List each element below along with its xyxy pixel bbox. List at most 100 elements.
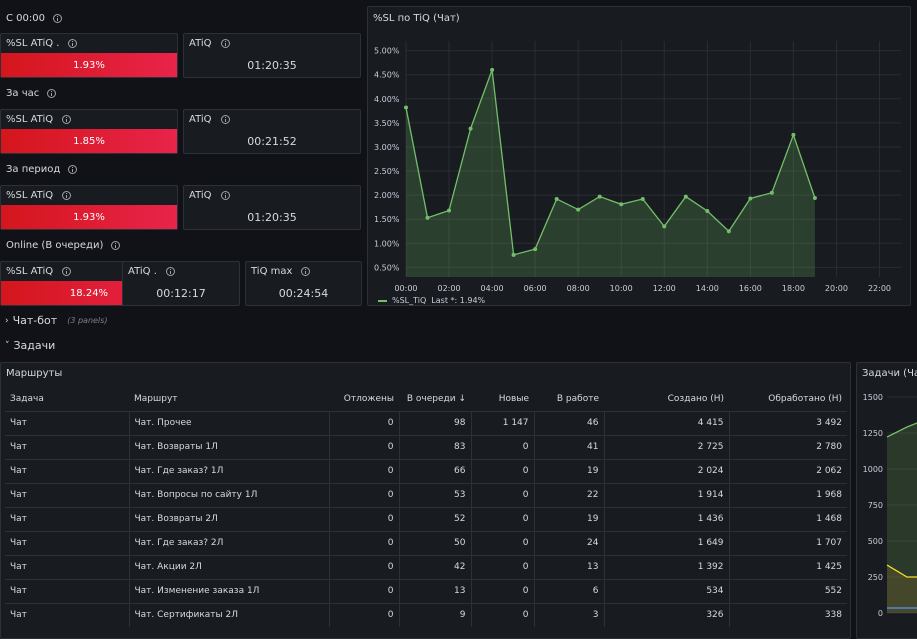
info-icon[interactable] xyxy=(62,267,72,276)
y-tick-label: 0.50% xyxy=(374,263,400,272)
chart-legend[interactable]: %SL_TiQ Last *: 1.94% xyxy=(378,296,485,305)
tasks-chart-panel[interactable]: Задачи (Чат 0 250 500 750 1000 1250 1500 xyxy=(856,362,917,639)
table-cell: 0 xyxy=(329,578,400,603)
data-point[interactable] xyxy=(576,207,581,212)
info-icon[interactable] xyxy=(62,115,72,124)
y-tick-label: 3.50% xyxy=(374,119,400,128)
atiq-panel[interactable]: ATiQ 01:20:35 xyxy=(183,33,361,78)
data-point[interactable] xyxy=(769,190,774,195)
info-icon[interactable] xyxy=(165,267,175,276)
column-header[interactable]: Обработано (Н) xyxy=(768,393,842,404)
data-point[interactable] xyxy=(554,196,559,201)
info-icon[interactable] xyxy=(220,191,230,200)
x-tick-label: 02:00 xyxy=(438,284,461,293)
data-point[interactable] xyxy=(662,224,667,229)
info-icon[interactable] xyxy=(62,191,72,200)
data-point[interactable] xyxy=(748,196,753,201)
data-point[interactable] xyxy=(640,196,645,201)
table-row[interactable]: Чат Чат. Вопросы по сайту 1Л 0 53 0 22 1 914 1 … xyxy=(5,482,847,507)
column-header[interactable]: Создано (Н) xyxy=(667,393,724,404)
table-cell: 66 xyxy=(399,458,472,483)
atiq-value: 01:20:35 xyxy=(247,211,297,224)
table-cell: 1 914 xyxy=(604,482,730,507)
table-row[interactable]: Чат Чат. Где заказ? 2Л 0 50 0 24 1 649 1 707 xyxy=(5,530,847,555)
column-header[interactable]: Задача xyxy=(10,393,44,404)
table-cell: 22 xyxy=(534,482,605,507)
column-header[interactable]: В очереди ↓ xyxy=(406,393,466,404)
y-tick-label: 1.50% xyxy=(374,215,400,224)
x-tick-label: 08:00 xyxy=(567,284,590,293)
table-cell: Чат xyxy=(5,602,130,627)
info-icon[interactable] xyxy=(52,14,62,23)
table-row[interactable]: Чат Чат. Возвраты 2Л 0 52 0 19 1 436 1 468 xyxy=(5,506,847,531)
info-icon[interactable] xyxy=(301,267,311,276)
data-point[interactable] xyxy=(597,194,602,199)
atiq-panel[interactable]: ATiQ 01:20:35 xyxy=(183,185,361,230)
series-area xyxy=(887,423,917,613)
atiq-panel[interactable]: ATiQ 00:21:52 xyxy=(183,109,361,154)
info-icon[interactable] xyxy=(220,39,230,48)
section-per-hour: За час xyxy=(6,88,57,99)
data-point[interactable] xyxy=(511,252,516,257)
info-icon[interactable] xyxy=(47,89,57,98)
info-icon[interactable] xyxy=(68,39,78,48)
data-point[interactable] xyxy=(468,126,473,131)
data-point[interactable] xyxy=(447,208,452,213)
info-icon[interactable] xyxy=(220,115,230,124)
info-icon[interactable] xyxy=(111,241,121,250)
table-cell: 0 xyxy=(471,482,535,507)
table-row[interactable]: Чат Чат. Возвраты 1Л 0 83 0 41 2 725 2 780 xyxy=(5,434,847,459)
table-cell: Чат xyxy=(5,482,130,507)
table-cell: 19 xyxy=(534,458,605,483)
sl-atiq-panel[interactable]: %SL ATiQ 1.85% xyxy=(0,109,178,154)
info-icon[interactable] xyxy=(68,165,78,174)
table-row[interactable]: Чат Чат. Изменение заказа 1Л 0 13 0 6 534 552 xyxy=(5,578,847,603)
data-point[interactable] xyxy=(619,202,624,207)
table-cell: 0 xyxy=(329,602,400,627)
online-tiq-max-panel[interactable]: TiQ max 00:24:54 xyxy=(245,261,362,306)
table-cell: 0 xyxy=(471,434,535,459)
data-point[interactable] xyxy=(791,132,796,137)
y-tick-label: 1250 xyxy=(863,429,883,438)
table-cell: 1 147 xyxy=(471,410,535,435)
data-point[interactable] xyxy=(705,209,710,214)
table-cell: 13 xyxy=(399,578,472,603)
data-point[interactable] xyxy=(533,247,538,252)
sl-atiq-panel[interactable]: %SL ATiQ . 1.93% xyxy=(0,33,178,78)
tasks-chart: 0 250 500 750 1000 1250 1500 xyxy=(863,393,917,618)
row-tasks[interactable]: ˅ Задачи xyxy=(5,339,56,352)
data-point[interactable] xyxy=(726,229,731,234)
table-cell: 53 xyxy=(399,482,472,507)
data-point[interactable] xyxy=(490,67,495,72)
panel-title: %SL ATiQ . xyxy=(6,38,60,49)
column-header[interactable]: Новые xyxy=(498,393,529,404)
table-row[interactable]: Чат Чат. Сертификаты 2Л 0 9 0 3 326 338 xyxy=(5,602,847,627)
x-tick-label: 18:00 xyxy=(782,284,805,293)
row-chat-bot[interactable]: › Чат-бот (3 panels) xyxy=(5,314,108,327)
table-row[interactable]: Чат Чат. Акции 2Л 0 42 0 13 1 392 1 425 xyxy=(5,554,847,579)
sl-tiq-chart-panel[interactable]: %SL по TiQ (Чат) 0.50% 1.00% 1.50% 2.00% 2.5… xyxy=(367,6,911,306)
data-point[interactable] xyxy=(683,194,688,199)
y-tick-label: 1500 xyxy=(863,393,883,402)
table-row[interactable]: Чат Чат. Где заказ? 1Л 0 66 0 19 2 024 2 062 xyxy=(5,458,847,483)
panel-title: ATiQ xyxy=(189,38,212,49)
table-cell: Чат. Возвраты 2Л xyxy=(129,506,330,531)
column-header[interactable]: Отложены xyxy=(343,393,394,404)
x-tick-label: 16:00 xyxy=(739,284,762,293)
table-row[interactable]: Чат Чат. Прочее 0 98 1 147 46 4 415 3 492 xyxy=(5,410,847,435)
y-tick-label: 5.00% xyxy=(374,47,400,56)
table-cell: 534 xyxy=(604,578,730,603)
routes-table-panel[interactable]: Маршруты Задача Маршрут Отложены В очереди … xyxy=(0,362,851,639)
data-point[interactable] xyxy=(812,196,817,201)
online-atiq-panel[interactable]: ATiQ . 00:12:17 xyxy=(122,261,240,306)
table-cell: Чат xyxy=(5,554,130,579)
table-cell: Чат. Вопросы по сайту 1Л xyxy=(129,482,330,507)
data-point[interactable] xyxy=(404,105,408,110)
panel-title: ATiQ . xyxy=(128,266,157,277)
data-point[interactable] xyxy=(425,215,430,220)
table-cell: 0 xyxy=(329,506,400,531)
sl-atiq-panel[interactable]: %SL ATiQ 1.93% xyxy=(0,185,178,230)
table-cell: 1 425 xyxy=(729,554,847,579)
column-header[interactable]: В работе xyxy=(556,393,599,404)
column-header[interactable]: Маршрут xyxy=(134,393,178,404)
